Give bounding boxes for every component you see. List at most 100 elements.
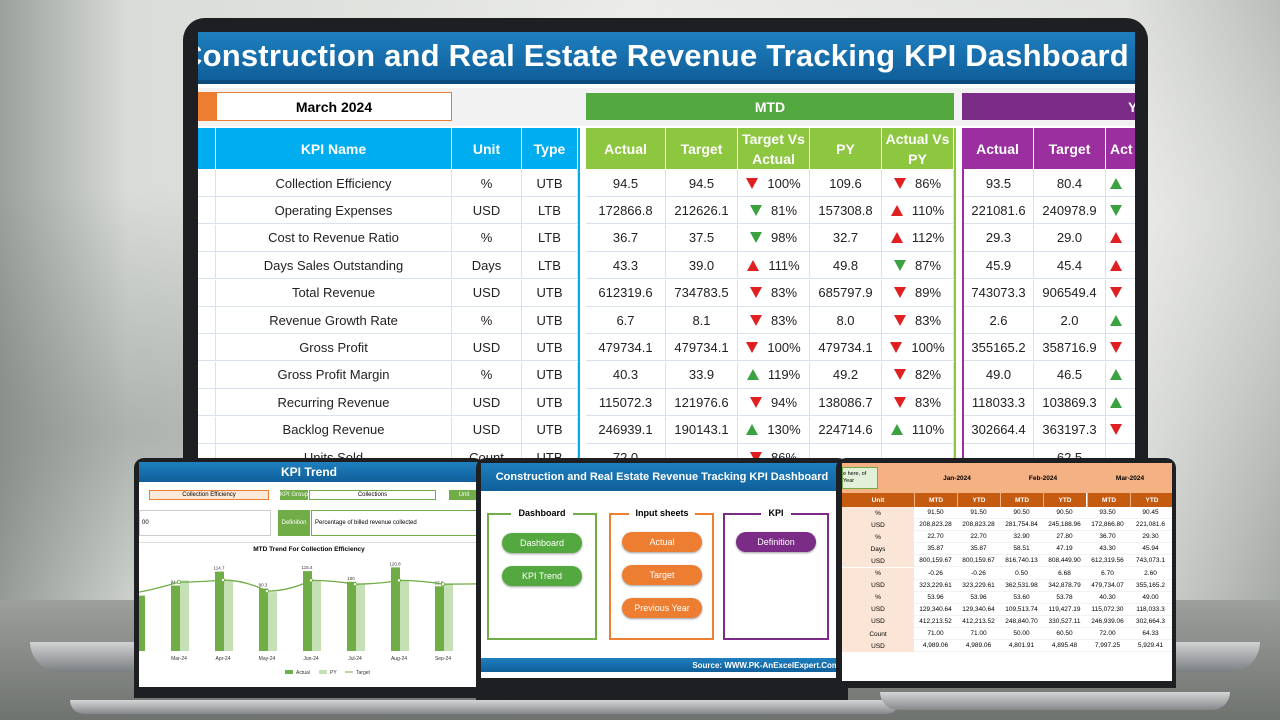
month-header-band [842, 463, 1172, 493]
value-cell: 4,895.48 [1043, 640, 1086, 653]
row-marker [198, 279, 216, 307]
value-cell: 800,159.67 [957, 555, 1000, 568]
ytd-target-cell: 358716.9 [1034, 334, 1106, 362]
type-cell: UTB [522, 307, 578, 334]
target-vs-actual-value: 111% [768, 257, 800, 273]
value-cell: 50.00 [1000, 628, 1043, 640]
ytd-status-cell [1106, 170, 1135, 197]
month-selector-accent [198, 92, 216, 121]
up-arrow-icon [746, 424, 759, 436]
value-cell: 7,997.25 [1086, 640, 1129, 653]
row-marker [198, 307, 216, 334]
source-footer[interactable]: Source: WWW.PK-AnExcelExpert.Com [481, 658, 843, 672]
ytd-target-cell: 45.4 [1034, 252, 1106, 280]
mtd-subheader: MTD [1000, 493, 1043, 507]
value-cell: 35.87 [914, 543, 957, 556]
kpi-trend-screen: KPI Trend Collection Efficiency KPI Grou… [139, 462, 479, 687]
down-arrow-icon [749, 204, 762, 216]
month-selector[interactable]: March 2024 [216, 92, 452, 121]
target-marker [177, 580, 182, 585]
value-cell: 53.96 [957, 592, 1000, 604]
trend-title: KPI Trend [139, 462, 479, 482]
unit-cell: USD [452, 279, 522, 307]
actual-vs-py-value: 100% [911, 339, 945, 355]
down-arrow-icon [1110, 424, 1122, 436]
value-cell: 5,929.41 [1129, 640, 1172, 653]
unit-cell: USD [842, 603, 914, 616]
mtd-py-cell: 49.2 [810, 361, 882, 389]
navigation-screen: Construction and Real Estate Revenue Tra… [481, 463, 843, 678]
mtd-actual-cell: 94.5 [586, 170, 666, 197]
value-cell: 71.00 [957, 628, 1000, 640]
ytd-status-cell [1106, 252, 1135, 280]
actual-vs-py-value: 112% [911, 230, 945, 246]
value-cell: 91.50 [957, 507, 1000, 519]
mtd-section-header: MTD [586, 93, 954, 120]
mtd-actual-cell: 172866.8 [586, 197, 666, 225]
target-nav-button[interactable]: Target [622, 565, 702, 585]
unit-cell: USD [842, 519, 914, 532]
data-label-actual: 90.3 [259, 582, 268, 587]
down-arrow-icon [893, 177, 906, 189]
actual-vs-py-cell: 100% [882, 334, 954, 362]
kpi-group-value: Collections [309, 490, 436, 500]
mtd-target-cell: 121976.6 [666, 389, 738, 417]
target-vs-actual-value: 81% [770, 202, 798, 218]
mtd-actual-cell: 246939.1 [586, 416, 666, 444]
previous-year-nav-button[interactable]: Previous Year [622, 598, 702, 618]
value-cell: 412,213.52 [914, 616, 957, 628]
unit-cell: Days [452, 252, 522, 280]
mtd-actual-cell: 36.7 [586, 224, 666, 252]
kpi-name-cell: Gross Profit Margin [216, 361, 452, 389]
month-header: Jan-2024 [943, 474, 971, 482]
mtd-py-cell: 157308.8 [810, 197, 882, 225]
ytd-actual-cell: 743073.3 [964, 279, 1034, 307]
unit-cell: % [452, 224, 522, 252]
kpi-name-cell: Revenue Growth Rate [216, 307, 452, 334]
ytd-actual-cell: 355165.2 [964, 334, 1034, 362]
bar-actual [215, 571, 224, 651]
value-cell: 808,449.90 [1043, 555, 1086, 568]
value-cell: -0.26 [914, 568, 957, 580]
value-cell: 71.00 [914, 628, 957, 640]
value-cell: 4,989.06 [914, 640, 957, 653]
unit-cell: % [842, 507, 914, 519]
value-cell: 22.70 [957, 531, 1000, 544]
bar-actual-partial [139, 595, 145, 651]
target-vs-actual-value: 94% [770, 394, 798, 410]
value-cell: 4,989.06 [957, 640, 1000, 653]
actual-nav-button[interactable]: Actual [622, 532, 702, 552]
value-cell: 208,823.28 [914, 519, 957, 532]
kpi-trend-nav-button[interactable]: KPI Trend [502, 566, 582, 586]
mtd-subheader: MTD [1087, 493, 1130, 507]
target-vs-actual-value: 130% [767, 422, 801, 438]
value-cell: 119,427.19 [1043, 604, 1086, 616]
definition-nav-button[interactable]: Definition [736, 532, 816, 552]
nav-laptop-base [420, 700, 900, 714]
row-marker [198, 197, 216, 225]
target-marker [221, 578, 226, 583]
dashboard-nav-button[interactable]: Dashboard [502, 533, 582, 553]
bar-py [224, 580, 233, 651]
value-cell: 323,229.61 [957, 580, 1000, 592]
target-vs-actual-value: 98% [770, 230, 798, 246]
ytd-target-cell: 103869.3 [1034, 389, 1106, 417]
unit-cell: % [452, 170, 522, 197]
unit-cell: % [452, 307, 522, 334]
ytd-status-cell [1106, 334, 1135, 362]
trend-kpi-select[interactable]: Collection Efficiency [149, 490, 269, 500]
target-vs-actual-cell: 98% [738, 224, 810, 252]
ytd-target-cell: 80.4 [1034, 170, 1106, 197]
down-arrow-icon [893, 259, 906, 271]
kpi-group-label: KPI Group [280, 490, 309, 500]
value-cell: 2.60 [1129, 568, 1172, 580]
value-cell: 6.70 [1086, 568, 1129, 580]
mtd-py-cell: 479734.1 [810, 334, 882, 362]
value-cell: 91.50 [914, 507, 957, 519]
month-header: Feb-2024 [1028, 474, 1058, 482]
value-cell: 115,072.30 [1086, 604, 1129, 616]
type-cell: UTB [522, 279, 578, 307]
unit-cell: % [842, 531, 914, 544]
mtd-actual-cell: 6.7 [586, 307, 666, 334]
actual-vs-py-cell: 83% [882, 389, 954, 417]
